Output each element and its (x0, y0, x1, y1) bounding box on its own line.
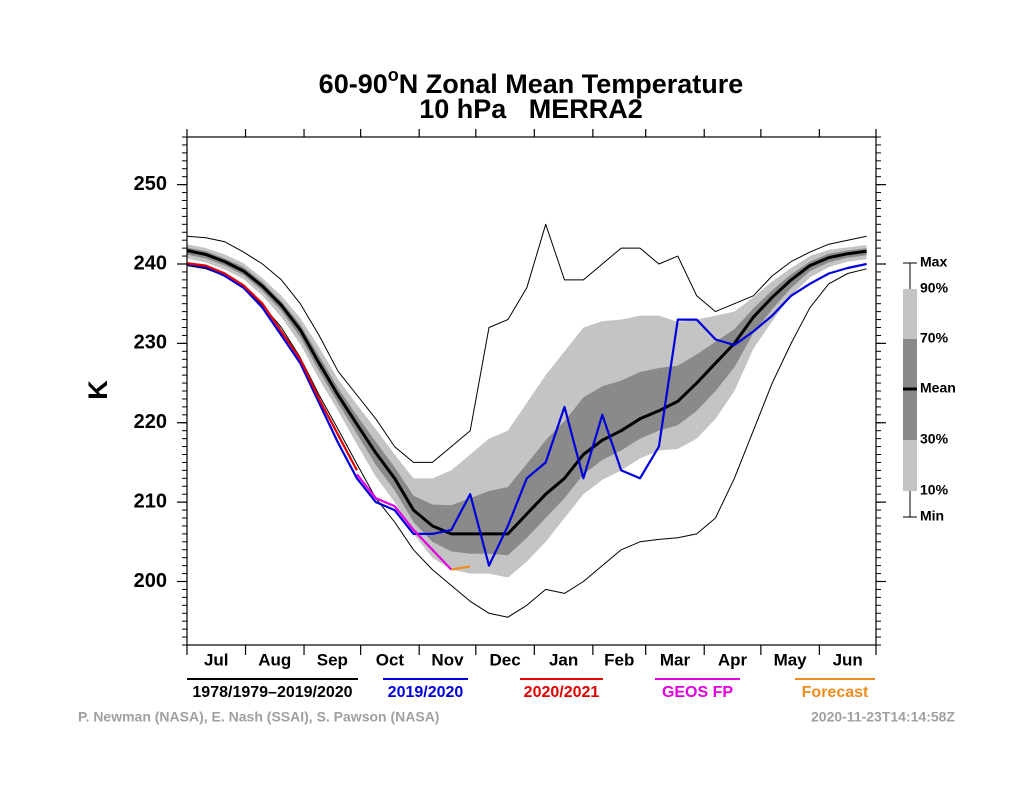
y-tick-label: 220 (134, 411, 167, 433)
y-tick-label: 250 (134, 173, 167, 195)
legend-label: 10% (920, 482, 949, 498)
legend-label: 30% (920, 431, 949, 447)
x-tick-label: Jun (833, 650, 863, 669)
y-tick-label: 200 (134, 570, 167, 592)
legend-entry: 2020/2021 (524, 684, 600, 701)
timestamp: 2020-11-23T14:14:58Z (811, 709, 955, 725)
legend-label: Max (920, 254, 947, 270)
legend-label: 70% (920, 330, 949, 346)
legend-label: Mean (920, 380, 956, 396)
series-line (356, 473, 453, 571)
title-sup: o (388, 65, 399, 85)
legend-label: 90% (920, 280, 949, 296)
y-tick-label: 230 (134, 332, 167, 354)
series-line (186, 262, 358, 471)
x-tick-label: Feb (604, 650, 634, 669)
band-10-90 (187, 244, 867, 578)
band-30-70 (187, 247, 867, 556)
y-axis-label: K (83, 380, 113, 400)
x-tick-label: Dec (489, 650, 520, 669)
series-line (186, 262, 867, 567)
x-tick-label: Aug (258, 650, 291, 669)
x-tick-label: Sep (317, 650, 348, 669)
legend-label: Min (920, 508, 944, 524)
legend-entry: Forecast (802, 684, 869, 701)
y-tick-label: 240 (134, 252, 167, 274)
credits: P. Newman (NASA), E. Nash (SSAI), S. Paw… (78, 709, 439, 725)
chart-title: 60-90oN Zonal Mean Temperature (319, 65, 744, 99)
title-main: 60-90 (319, 69, 388, 99)
x-tick-label: Nov (431, 650, 464, 669)
x-tick-label: Apr (718, 650, 748, 669)
title-rest: N Zonal Mean Temperature (399, 69, 744, 99)
legend-entry: GEOS FP (662, 684, 733, 701)
x-tick-label: May (774, 650, 808, 669)
x-tick-label: Jul (204, 650, 229, 669)
y-tick-label: 210 (134, 490, 167, 512)
legend-entry: 2019/2020 (388, 684, 464, 701)
x-tick-label: Oct (376, 650, 405, 669)
legend-entry: 1978/1979–2019/2020 (192, 684, 352, 701)
x-tick-label: Jan (549, 650, 578, 669)
max-line (186, 223, 867, 463)
plot-frame (186, 136, 877, 646)
chart-subtitle: 10 hPa MERRA2 (419, 94, 643, 124)
x-tick-label: Mar (660, 650, 691, 669)
mean-line (186, 249, 867, 536)
series-line (451, 565, 471, 571)
